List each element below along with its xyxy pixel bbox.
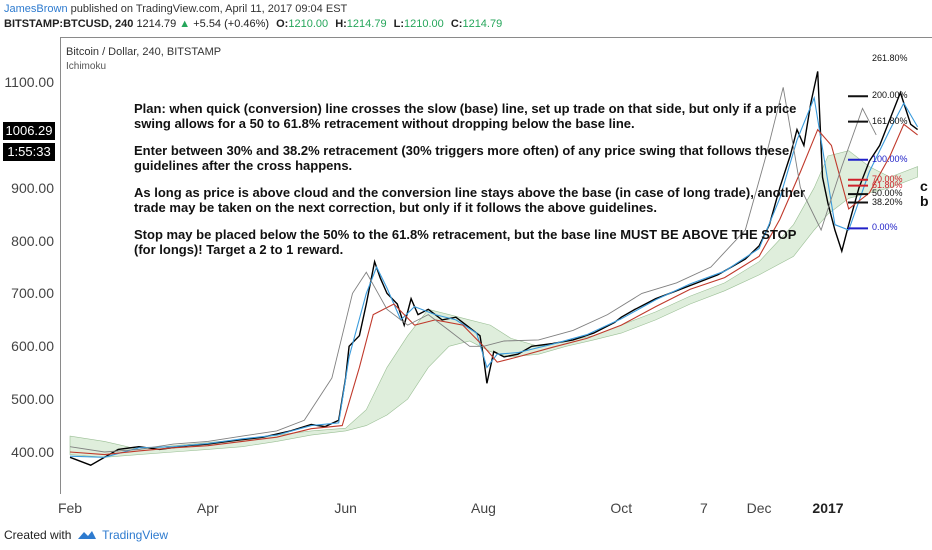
series-line-lagging [69,87,877,453]
symbol-label: BITSTAMP:BTCUSD, 240 [4,18,134,30]
high-value: 1214.79 [346,18,387,30]
series-line-conversion [69,95,919,458]
plan-paragraph: Stop may be placed below the 50% to the … [134,227,797,257]
change-value: +5.54 (+0.46%) [193,18,270,30]
fib-level-label: 161.80% [872,115,908,126]
plan-annotation: Plan: when quick (conversion) line cross… [134,101,814,269]
published-text: published on TradingView.com, April 11, … [70,3,348,15]
y-tick-label: 700.00 [11,285,54,302]
close-value: 1214.79 [462,18,503,30]
fib-level-label: 38.20% [872,196,903,207]
open-label: O: [276,18,289,30]
y-tick-label: 500.00 [11,391,54,408]
fib-level-label: 0.00% [872,222,898,233]
footer: Created with TradingView [4,527,168,542]
low-label: L: [393,18,405,30]
tradingview-link[interactable]: TradingView [102,528,169,542]
ticker-bar: BITSTAMP:BTCUSD, 240 1214.79 ▲ +5.54 (+0… [4,18,502,30]
chart-area[interactable] [60,37,932,494]
x-tick-label: 7 [700,500,708,516]
x-tick-label: Aug [470,500,496,516]
x-tick-label: Dec [746,500,772,516]
y-tick-label: 900.00 [11,179,54,196]
tradingview-logo-icon [77,531,96,539]
fib-level-label: 200.00% [872,90,908,101]
created-with-text: Created with [4,528,72,542]
cut-off-text: c [920,178,928,194]
fib-level-label: 261.80% [872,53,908,64]
y-tick-label: 800.00 [11,232,54,249]
series-line-price [69,71,919,466]
author-link[interactable]: JamesBrown [4,3,68,15]
publish-line: JamesBrown published on TradingView.com,… [4,3,347,15]
x-tick-label: 2017 [812,500,844,516]
y-tick-label: 400.00 [11,444,54,460]
indicator-label[interactable]: Ichimoku [66,61,107,72]
close-label: C: [450,18,463,30]
x-tick-label: Feb [57,500,83,516]
open-value: 1210.00 [288,18,329,30]
x-tick-label: Oct [610,500,633,516]
change-arrow-icon: ▲ [179,18,191,30]
y-tick-label: 600.00 [11,338,54,355]
low-value: 1210.00 [404,18,444,30]
high-label: H: [335,18,347,30]
countdown-tag: 1:55:33 [3,143,55,161]
plan-paragraph: As long as price is above cloud and the … [134,185,806,215]
fib-level-label: 50.00% [872,188,903,199]
series-line-base [69,123,918,456]
cut-off-text: b [920,193,929,209]
fib-level-label: 100.00% [872,153,908,164]
y-tick-label: 1100.00 [4,74,54,90]
last-price: 1214.79 [136,18,177,30]
current-price-tag: 1006.29 [3,122,55,140]
plan-paragraph: Plan: when quick (conversion) line cross… [134,101,797,131]
x-tick-label: Jun [334,500,357,516]
ichimoku-cloud [69,150,918,458]
plan-paragraph: Enter between 30% and 38.2% retracement … [134,143,790,173]
fib-level-label: 61.80% [872,179,903,190]
x-tick-label: Apr [196,500,219,516]
chart-title: Bitcoin / Dollar, 240, BITSTAMP [66,46,222,58]
fib-level-label: 70.00% [872,173,903,184]
